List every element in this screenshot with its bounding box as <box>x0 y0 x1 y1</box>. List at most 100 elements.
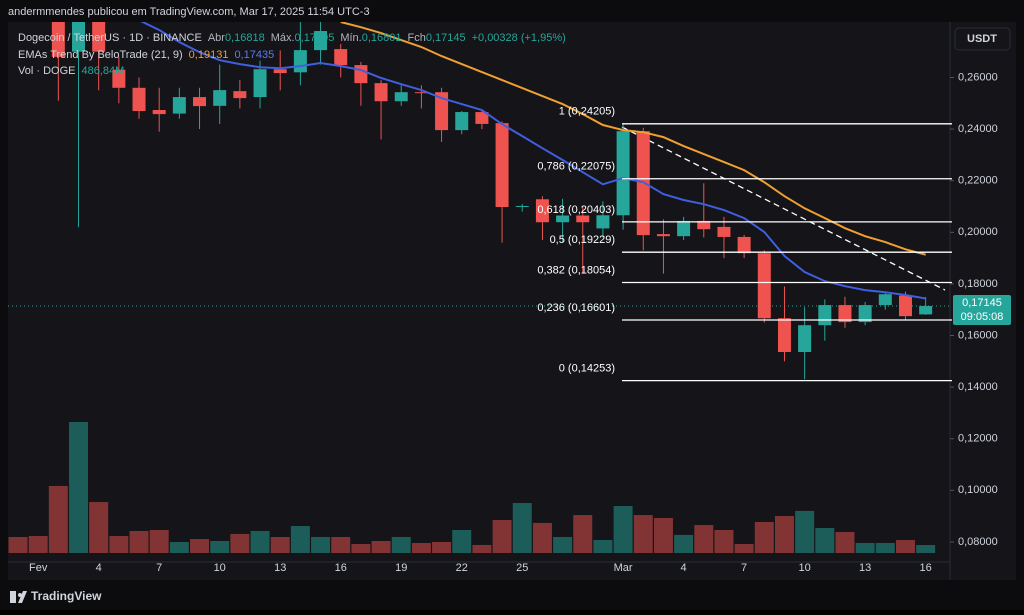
close: 0,17145 <box>426 32 466 44</box>
ema-fast: 0,17435 <box>234 49 274 61</box>
candle-body <box>898 295 912 317</box>
brand-logo <box>10 591 27 603</box>
volume-bar <box>89 502 109 553</box>
volume-bar <box>331 536 351 553</box>
candle-body <box>757 253 771 319</box>
y-tick-label: 0,18000 <box>958 278 998 290</box>
open: 0,16818 <box>225 32 265 44</box>
volume-bar <box>69 422 89 553</box>
volume-bar <box>633 515 653 553</box>
y-tick-label: 0,10000 <box>958 484 998 496</box>
legend-ema: EMAs Trend By BeloTrade (21, 9) 0,19131 0,… <box>18 49 274 61</box>
candle-body <box>72 22 86 52</box>
candle-body <box>576 215 590 223</box>
candle-body <box>334 49 348 66</box>
candle-body <box>172 97 186 114</box>
currency-button[interactable] <box>954 27 1011 51</box>
volume-bar <box>815 528 835 553</box>
close-label: Fch <box>407 32 425 44</box>
high: 0,17495 <box>295 32 335 44</box>
volume-bar <box>411 542 431 553</box>
volume-bar <box>109 535 129 553</box>
open-label: Abr <box>208 32 225 44</box>
volume-bar <box>472 544 492 553</box>
candle-body <box>798 325 812 353</box>
x-tick-label: 22 <box>456 562 468 574</box>
low-label: Mín. <box>340 32 361 44</box>
volume-bar <box>895 540 915 553</box>
candle-body <box>677 220 691 237</box>
volume-bar <box>653 517 673 553</box>
volume-bar <box>290 526 310 553</box>
candle-body <box>838 305 852 323</box>
candle-body <box>51 22 65 57</box>
low: 0,16801 <box>362 32 402 44</box>
volume-bar <box>432 541 452 553</box>
x-tick-label: 13 <box>859 562 871 574</box>
candle-body <box>777 318 791 353</box>
volume-bar <box>230 533 250 553</box>
candle-body <box>293 50 307 73</box>
candle-body <box>495 123 509 208</box>
change: +0,00328 (+1,95%) <box>472 32 566 44</box>
candle-body <box>535 199 549 223</box>
volume-bar <box>452 529 472 553</box>
volume-bar <box>210 541 230 553</box>
candle-body <box>596 215 610 229</box>
candle-body <box>112 69 126 88</box>
volume-bar <box>492 519 512 553</box>
candle-body <box>132 87 146 112</box>
volume-bar <box>371 541 391 553</box>
x-tick-label: 7 <box>156 562 162 574</box>
candle-body <box>556 215 570 223</box>
fib-label: 0,382 (0,18054) <box>537 264 615 276</box>
candle-body <box>354 65 368 84</box>
volume-bar <box>835 531 855 553</box>
symbol: Dogecoin / TetherUS · 1D · BINANCE <box>18 32 202 44</box>
volume-bar <box>734 543 754 553</box>
candle-body <box>616 131 630 216</box>
volume-bar <box>674 534 694 553</box>
countdown: 09:05:08 <box>961 311 1004 323</box>
fib-label: 0,786 (0,22075) <box>537 161 615 173</box>
ema-line <box>340 22 926 256</box>
fib-label: 0 (0,14253) <box>559 362 615 374</box>
currency-button-label[interactable]: USDT <box>967 33 997 45</box>
x-tick-label: 4 <box>681 562 687 574</box>
trend-line <box>621 126 946 291</box>
volume-bar <box>855 542 875 553</box>
brand: TradingView <box>31 589 102 603</box>
volume-bar <box>916 544 936 553</box>
price-tag-label: 0,17145 <box>962 297 1002 309</box>
chart-panel <box>8 22 1016 580</box>
candle-body <box>193 97 207 107</box>
volume-bar <box>512 503 532 553</box>
plot-area <box>8 22 950 553</box>
candle-body <box>273 69 287 74</box>
fib-label: 1 (0,24205) <box>559 106 615 118</box>
candle-body <box>213 90 227 106</box>
candle-body <box>858 305 872 323</box>
price-tag <box>953 294 1011 325</box>
volume-bar <box>169 541 189 553</box>
candle-body <box>878 294 892 306</box>
x-tick-label: 13 <box>274 562 286 574</box>
candle-body <box>737 236 751 254</box>
candle-body <box>374 83 388 102</box>
volume-bar <box>532 522 552 553</box>
candle-body <box>233 91 247 99</box>
fib-label: 0,236 (0,16601) <box>537 302 615 314</box>
volume-bar <box>613 505 633 553</box>
y-tick-label: 0,26000 <box>958 71 998 83</box>
x-tick-label: 25 <box>516 562 528 574</box>
x-tick-label: 16 <box>920 562 932 574</box>
x-tick-label: Fev <box>29 562 48 574</box>
volume-bar <box>8 536 28 553</box>
candle-body <box>253 69 267 98</box>
volume-bar <box>311 536 331 553</box>
candle-body <box>475 112 489 124</box>
fib-label: 0,618 (0,20403) <box>537 204 615 216</box>
candle-body <box>818 305 832 326</box>
candle-body <box>414 92 428 94</box>
x-tick-label: 7 <box>741 562 747 574</box>
